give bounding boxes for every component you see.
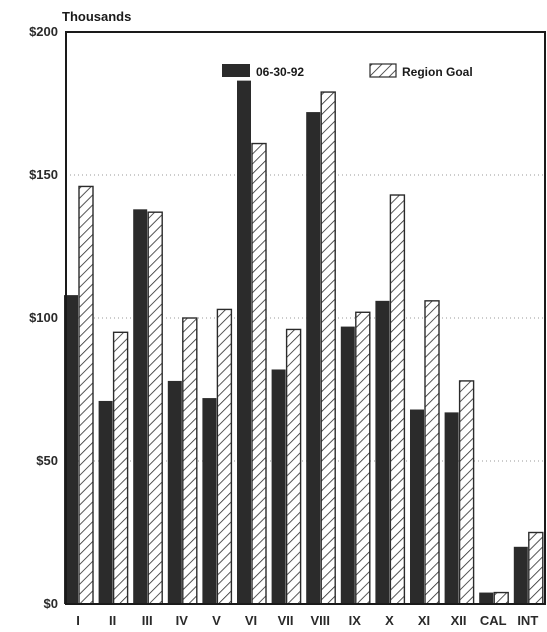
y-tick-label: $50 xyxy=(36,453,58,468)
bar-series-1 xyxy=(133,209,148,604)
x-tick-label: II xyxy=(109,613,116,628)
x-tick-label: VIII xyxy=(310,613,330,628)
x-tick-label: IX xyxy=(349,613,362,628)
y-axis-ticks: $0 $50 $100 $150 $200 xyxy=(29,24,58,611)
y-tick-label: $100 xyxy=(29,310,58,325)
bar-series-1 xyxy=(306,112,321,604)
x-tick-label: I xyxy=(76,613,80,628)
legend: 06-30-92 Region Goal xyxy=(222,63,473,79)
x-tick-label: INT xyxy=(517,613,538,628)
bars xyxy=(64,80,544,605)
bar-series-1 xyxy=(479,592,494,604)
bar-series-1 xyxy=(410,409,424,604)
bar-series-1 xyxy=(64,295,78,604)
y-tick-label: $200 xyxy=(29,24,58,39)
x-tick-label: CAL xyxy=(480,613,507,628)
x-tick-label: XI xyxy=(418,613,430,628)
bar-series-2 xyxy=(147,211,163,605)
bar-series-2 xyxy=(112,331,129,605)
x-tick-label: III xyxy=(142,613,153,628)
bar-series-2 xyxy=(285,328,302,605)
bar-series-2 xyxy=(320,91,336,605)
bar-series-2 xyxy=(528,531,544,605)
x-axis-labels: I II III IV V VI VII VIII IX X XI XII CAL INT xyxy=(76,613,538,628)
x-tick-label: IV xyxy=(176,613,189,628)
x-tick-label: VI xyxy=(245,613,257,628)
bar-series-1 xyxy=(202,398,217,604)
legend-label-series-2: Region Goal xyxy=(402,65,473,79)
y-tick-label: $0 xyxy=(44,596,58,611)
plot-frame xyxy=(65,31,546,605)
legend-swatch-series-1 xyxy=(222,64,250,77)
bar-series-1 xyxy=(444,412,459,604)
bar-series-1 xyxy=(271,369,286,604)
y-unit-label: Thousands xyxy=(62,9,131,24)
bar-series-2 xyxy=(493,591,509,605)
bar-series-1 xyxy=(237,80,251,605)
bar-series-2 xyxy=(355,311,371,605)
x-tick-label: VII xyxy=(278,613,294,628)
x-tick-label: XII xyxy=(451,613,467,628)
bar-series-2 xyxy=(216,308,233,605)
bar-series-2 xyxy=(182,317,198,605)
bar-series-1 xyxy=(167,380,182,604)
bar-series-2 xyxy=(78,185,94,605)
legend-swatch-series-2 xyxy=(369,63,397,78)
bar-series-1 xyxy=(375,300,390,604)
bar-series-1 xyxy=(340,326,355,604)
bar-series-1 xyxy=(513,546,528,604)
x-tick-label: X xyxy=(385,613,394,628)
bar-series-1 xyxy=(98,400,113,604)
bar-series-2 xyxy=(389,194,406,605)
bar-series-2 xyxy=(251,142,267,605)
legend-label-series-1: 06-30-92 xyxy=(256,65,304,79)
x-tick-label: V xyxy=(212,613,221,628)
bar-series-2 xyxy=(458,380,475,605)
y-tick-label: $150 xyxy=(29,167,58,182)
bar-series-2 xyxy=(424,300,440,605)
